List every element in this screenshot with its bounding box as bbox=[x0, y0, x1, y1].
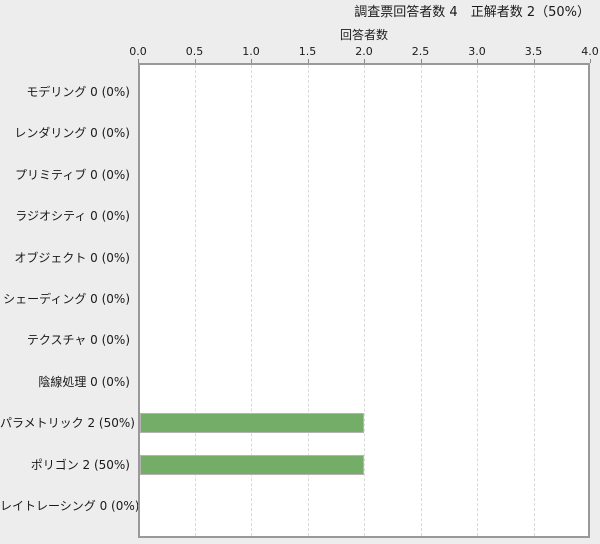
x-tick-mark bbox=[194, 59, 196, 63]
x-tick-mark bbox=[533, 59, 535, 63]
gridline bbox=[251, 65, 252, 536]
x-tick-label: 2.0 bbox=[355, 45, 373, 58]
x-tick-label: 3.5 bbox=[524, 45, 543, 58]
chart-title: 調査票回答者数 4 正解者数 2（50%） bbox=[354, 5, 590, 20]
x-tick-mark bbox=[251, 59, 252, 63]
gridline bbox=[533, 65, 535, 536]
gridline bbox=[307, 65, 309, 536]
category-label: プリミティブ 0 (0%) bbox=[15, 167, 130, 182]
category-label: ラジオシティ 0 (0%) bbox=[15, 209, 130, 224]
x-tick-label: 3.0 bbox=[468, 45, 486, 58]
x-tick-mark bbox=[307, 59, 309, 63]
x-tick-mark bbox=[477, 59, 478, 63]
category-label: テクスチャ 0 (0%) bbox=[26, 333, 130, 348]
category-label: パラメトリック 2 (50%) bbox=[0, 416, 135, 431]
gridline bbox=[364, 65, 365, 536]
gridline bbox=[420, 65, 422, 536]
x-tick-label: 1.0 bbox=[242, 45, 260, 58]
category-label: シェーディング 0 (0%) bbox=[3, 292, 130, 306]
category-label: レンダリング 0 (0%) bbox=[14, 126, 130, 141]
category-label: 陰線処理 0 (0%) bbox=[38, 374, 130, 389]
x-axis-title: 回答者数 bbox=[339, 28, 388, 42]
gridline bbox=[194, 65, 196, 536]
category-label: ポリゴン 2 (50%) bbox=[30, 457, 130, 472]
x-tick-mark bbox=[138, 59, 139, 63]
x-tick-mark bbox=[420, 59, 422, 63]
category-label: モデリング 0 (0%) bbox=[26, 84, 130, 99]
x-tick-label: 0.5 bbox=[185, 45, 204, 58]
category-label: オブジェクト 0 (0%) bbox=[14, 250, 130, 265]
x-tick-label: 0.0 bbox=[129, 45, 147, 58]
x-tick-mark bbox=[364, 59, 365, 63]
x-tick-label: 2.5 bbox=[411, 45, 430, 58]
category-label: レイトレーシング 0 (0%) bbox=[0, 499, 140, 514]
gridline bbox=[477, 65, 478, 536]
bar bbox=[140, 454, 364, 475]
x-tick-label: 4.0 bbox=[581, 45, 599, 58]
bar bbox=[140, 413, 364, 434]
plot-area bbox=[138, 63, 590, 538]
x-tick-mark bbox=[590, 59, 591, 63]
x-tick-label: 1.5 bbox=[298, 45, 317, 58]
